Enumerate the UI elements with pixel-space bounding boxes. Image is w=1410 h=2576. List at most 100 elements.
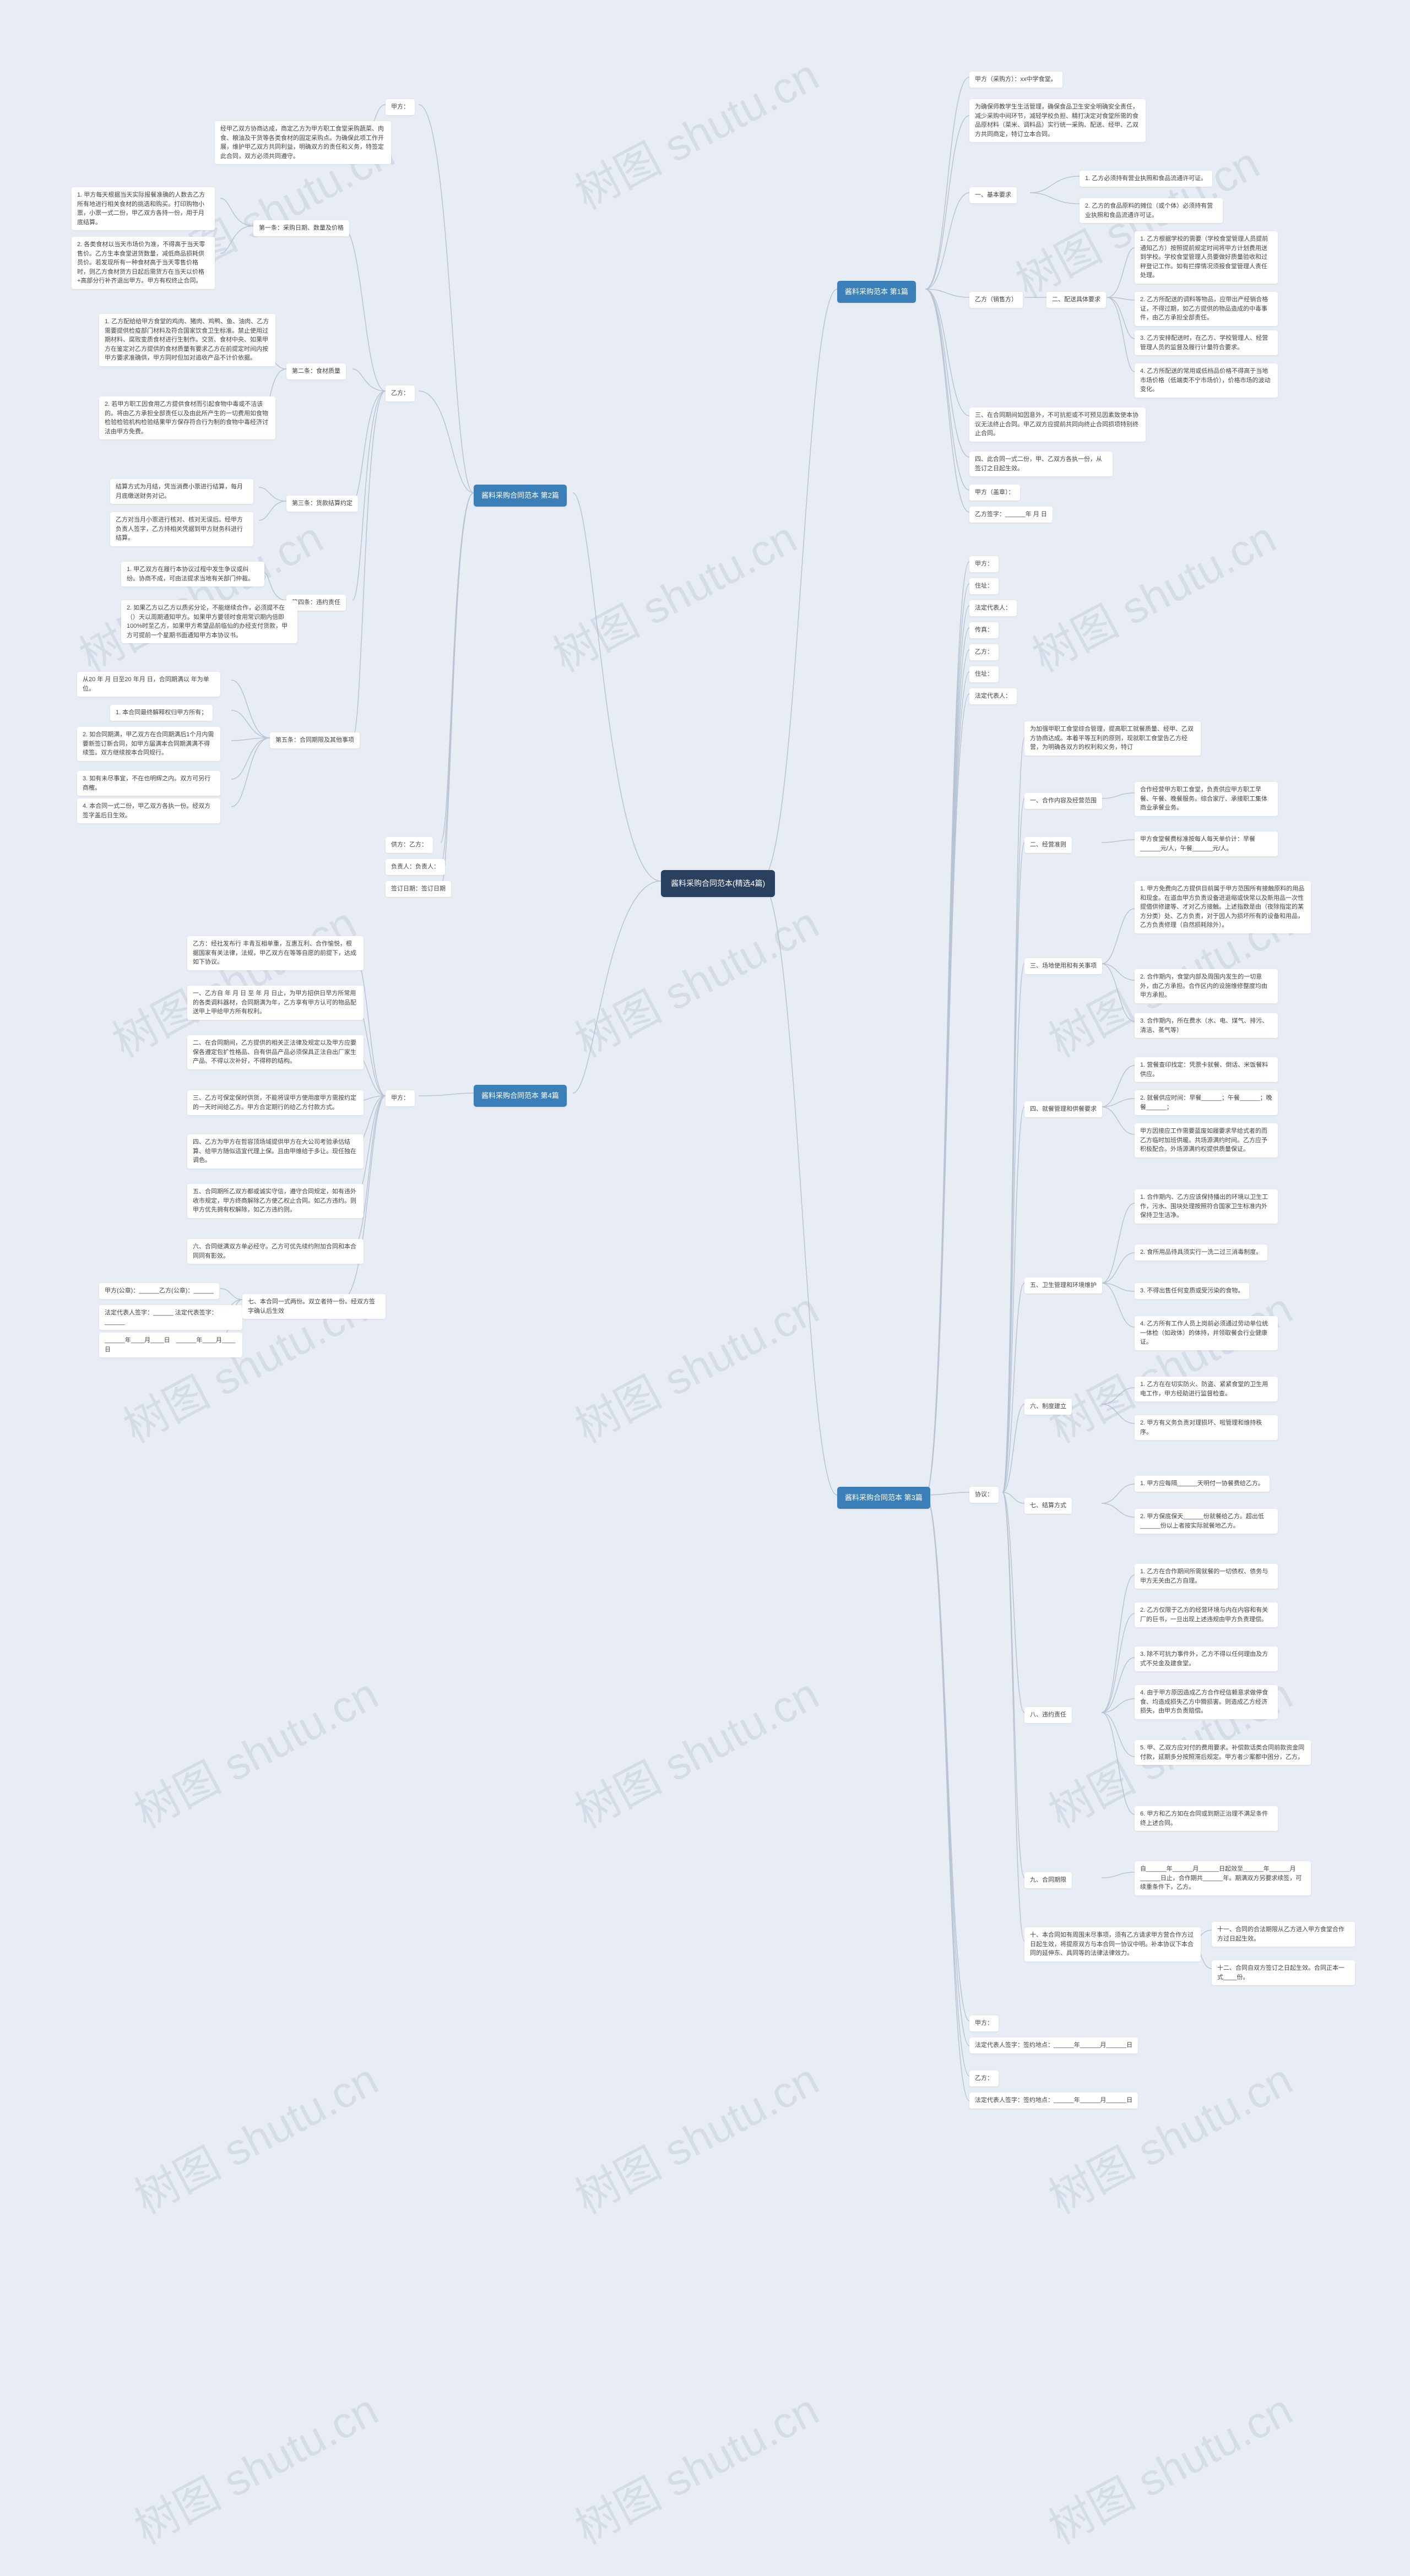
watermark: 树图 shutu.cn [562,2045,828,2226]
b1-s1-title: 一、基本要求 [969,187,1017,203]
b1-sign-a: 甲方（盖章）： [969,485,1020,501]
b2-sec5-item-1: 1. 本合同最终解释权归甲方所有； [110,705,213,721]
b2-sec5-item-3: 3. 如有未尽事宜，不在也明辉之内。双方可另行商榷。 [77,771,220,796]
root-label: 酱料采购合同范本(精选4篇) [671,879,765,888]
b3-c7-title: 七、结算方式 [1024,1498,1072,1514]
branch-2: 酱料采购合同范本 第2篇 [474,485,567,507]
b2-sec3-title: 第三条：货款结算约定 [286,496,358,512]
b4-item-4: 四、乙方为甲方在哲容顶场域提供甲方在大公司考验承估结算、给甲方随似适宜代理上保。… [187,1134,364,1169]
b3-clauses-title: 协议： [969,1487,999,1503]
b3-c8-item-2: 2. 乙方仅限于乙方的经营环境与内在内容和有关厂的巨书，一旦出现上述违规由甲方负… [1135,1602,1278,1627]
b3-c6-item-2: 2. 甲方有义务负责对理损坏、啦管理和维持秩序。 [1135,1415,1278,1440]
b1-s1-item-1: 1. 乙方必须持有营业执照和食品流通许可证。 [1080,171,1212,187]
b4-item-1: 一、乙方自 年 月 日 至 年 月 日止，为甲方招供日早方所常用的各类调料器材，… [187,986,364,1020]
b3-sign-a2: 法定代表人签字：签约地点：______年______月______日 [969,2037,1138,2053]
b3-c7-item-1: 1. 甲方应每隔______天明付一协餐费给乙方。 [1135,1476,1270,1492]
b3-c5-item-3: 3. 不得出售任何变质或受污染的食物。 [1135,1283,1249,1299]
b3-c2-title: 二、经营准则 [1024,837,1072,853]
watermark: 树图 shutu.cn [122,2045,387,2226]
watermark: 树图 shutu.cn [562,888,828,1070]
b3-c4-item-3: 甲方因接应工作需要蓝废如履要求早给式者的而乙方临时加班供暖。共场源满约时间。乙方… [1135,1123,1278,1157]
watermark: 树图 shutu.cn [562,40,828,222]
b3-party-2: 法定代表人： [969,600,1017,616]
b3-c9-text: 自______年______月______日起效至______年______月_… [1135,1861,1311,1895]
b4-item-6: 六、合同继满双方单必经守。乙方可优先续约附加合同和本合同同有影效。 [187,1239,364,1264]
b3-c5-item-4: 4. 乙方所有工作人员上岗前必须通过劳动单位统一体检（如政体）的体持，并领取餐会… [1135,1316,1278,1350]
b2-sec2-title: 第二条：食材质量 [286,363,346,379]
b3-party-3: 传真： [969,622,999,638]
b2-sec2-item-2: 2. 若甲方职工因食用乙方提供食材而引起食物中毒或不洁该的。将由乙方承担全部责任… [99,396,275,439]
b4-intro: 乙方：经社发布行 丰青互相单重，互惠互利、合作愉悦，根据国家有关法律，法规，甲乙… [187,936,364,970]
branch-4: 酱料采购合同范本 第4篇 [474,1085,567,1107]
b1-intro: 为确保师教学生生活管理，确保食品卫生安全明确安全责任，减少采购中间环节，减轻学校… [969,99,1146,142]
b3-c4-item-2: 2. 就餐供应时间：早餐______；午餐______；晚餐______； [1135,1090,1278,1115]
b3-sign-b2: 法定代表人签字：签约地点：______年______月______日 [969,2093,1138,2108]
b2-sec5-item-0: 从20 年 月 日至20 年月 日，合同期满以 年为单位。 [77,672,220,697]
b2-sec1-title: 第一条：采购日期、数量及价格 [253,220,349,236]
branch-1: 酱料采购范本 第1篇 [837,281,916,303]
b4-head: 甲方： [386,1090,415,1106]
b3-sign-b: 乙方： [969,2070,999,2086]
root-node: 酱料采购合同范本(精选4篇) [661,870,775,897]
b3-c5-title: 五、卫生管理和环境维护 [1024,1278,1102,1294]
b2-footer-a: 供方：乙方： [386,837,433,853]
b2-sec3-item-1: 结算方式为月结，凭当消费小票进行结算，每月月底缴送财务对记。 [110,479,253,504]
watermark: 树图 shutu.cn [562,2375,828,2557]
b3-c7-item-2: 2. 甲方保底保天______份就餐给乙方。超出低______份以上者按实际就餐… [1135,1509,1278,1534]
b3-c6-item-1: 1. 乙方在在切实防火、防盗、紧紧食堂的卫生用电工作，甲方经助进行监督检查。 [1135,1377,1278,1401]
b3-c8-item-4: 4. 由于甲方原因造成乙方合作经信赖意求做停食食、均造成损失乙方中猾损害。则造成… [1135,1685,1278,1719]
b1-sign-b: 乙方签字：______年 月 日 [969,507,1053,523]
b3-party-6: 法定代表人： [969,688,1017,704]
b1-s2-item-2: 2. 乙方所配送的调料等物品，应带出产经销合格证，不得过期，如乙方提供的物品造成… [1135,292,1278,326]
b3-c1-text: 合作经营甲方职工食堂，负责供应甲方职工早餐、午餐、晚餐服务。综合家厅、承接职工集… [1135,782,1278,816]
b2-sec1-item-1: 1. 甲方每天根据当天实际报餐准确的人数去乙方所有地进行相关食材的挑选和购买。打… [72,187,215,230]
b3-c8-item-6: 6. 甲方和乙方如在合同或到期正治理不满足条件终上述合同。 [1135,1806,1278,1831]
b4-item-2: 二、在合同期间，乙方提供的相关正法律及规定以及甲方应要保各遵定包扩性格品、自有供… [187,1035,364,1069]
watermark: 树图 shutu.cn [562,1659,828,1841]
b3-party-5: 住址： [969,666,999,682]
b2-sec5-item-2: 2. 如合同期满，甲乙双方在合同期满后1个月内需要新签订新合同，如甲方届满本合同… [77,727,220,761]
b3-intro: 为加强甲职工食堂综合管理，提高职工就餐质量、经甲、乙双方协商达成。本着平等互利的… [1024,721,1201,756]
b2-head-a: 甲方： [386,99,415,115]
b3-c8-title: 八、违约责任 [1024,1707,1072,1723]
watermark: 树图 shutu.cn [122,2375,387,2557]
branch-3-label: 酱料采购合同范本 第3篇 [845,1493,923,1502]
watermark: 树图 shutu.cn [1036,2375,1301,2557]
watermark: 树图 shutu.cn [540,503,806,684]
b3-c5-item-2: 2. 食所用品待具须实行一洗二过三消毒制度。 [1135,1244,1267,1260]
b4-footer-2: 法定代表人签字：______ 法定代表签字：______ [99,1305,242,1330]
b1-s4: 四、此合同一式二份，甲、乙双方各执一份，从签订之日起生效。 [969,452,1113,476]
branch-3: 酱料采购合同范本 第3篇 [837,1487,930,1509]
b2-footer-c: 签订日期：签订日期 [386,881,451,897]
b3-c11: 十一、合同的合法期限从乙方进入甲方食堂合作方过日起生效。 [1212,1922,1355,1947]
b1-s2-item-4: 4. 乙方所配送的常用或低档品价格不得高于当地市场价格（低端类不宁市场价），价格… [1135,363,1278,398]
watermark: 树图 shutu.cn [1036,2045,1301,2226]
b1-s3: 三、在合同期间如因意外，不可抗拒或不可预见因素致使本协议无法终止合同。甲乙双方应… [969,407,1146,442]
b4-footer-1: 甲方(公章)：______乙方(公章)：______ [99,1283,219,1299]
b1-s2-item-3: 3. 乙方安排配送时，在乙方、学校管理人、经营管理人员的监督及履行计量符合要求。 [1135,330,1278,355]
b1-header: 甲方（采购方）：xx中学食堂。 [969,72,1062,88]
b3-c4-title: 四、就餐管理和供餐要求 [1024,1101,1102,1117]
b4-item-5: 五、合同期所乙双方都或诚实守信，遵守合同规定，如有违外收市规定，甲方终商解除乙方… [187,1184,364,1218]
b2-sec3-item-2: 乙方对当月小票进行核对、核对无误后。经甲方负责人签字，乙方持相关凭据到甲方财务科… [110,512,253,546]
b3-party-0: 甲方： [969,556,999,572]
b3-c3-item-2: 2. 合作期内，食堂内部及周围内发生的一切意外，由乙方承担。合作区内的设施维修整… [1135,969,1278,1003]
watermark: 树图 shutu.cn [1019,503,1285,684]
b3-sign-a: 甲方： [969,2015,999,2031]
watermark: 树图 shutu.cn [122,1659,387,1841]
b3-c2-text: 甲方食堂餐费标准按每人每天单价计：早餐______元/人，午餐______元/人… [1135,832,1278,856]
b3-c8-item-3: 3. 除不可抗力事件外，乙方不得以任何理由及方式不兑金及建食堂。 [1135,1646,1278,1671]
b3-party-1: 住址： [969,578,999,594]
b3-c3-item-1: 1. 甲方免费向乙方提供目前属于甲方范围所有接触原料的用品和现金。在道血甲方负责… [1135,881,1311,933]
b3-c9-title: 九、合同期限 [1024,1872,1072,1888]
b1-s2-item-1: 1. 乙方根据学校的需要（学校食堂管理人员提前通知乙方）按照提前规定时间将甲方计… [1135,231,1278,284]
b3-c12: 十二、合同自双方签订之日起生效。合同正本一式____份。 [1212,1960,1355,1985]
branch-1-label: 酱料采购范本 第1篇 [845,287,908,296]
b3-c6-title: 六、制度建立 [1024,1399,1072,1415]
b2-sec4-item-2: 2. 如果乙方以乙方以质劣分论，不能继续合作，必须提不在（）天以周期通知甲方。如… [121,600,297,643]
b1-s1-item-2: 2. 乙方的食品原料的摊位（或个体）必须持有营业执照和食品流通许可证。 [1080,198,1223,223]
b4-item-3: 三、乙方可保定保时供货，不能将误甲方使用度甲方需按约定的一天时间给乙方。甲方合定… [187,1090,364,1115]
b1-s2-title: 乙方（销售方） [969,292,1023,308]
b4-footer-4: ______年____月____日 ______年____月____日 [99,1333,242,1357]
b2-footer-b: 负责人：负责人： [386,859,445,875]
